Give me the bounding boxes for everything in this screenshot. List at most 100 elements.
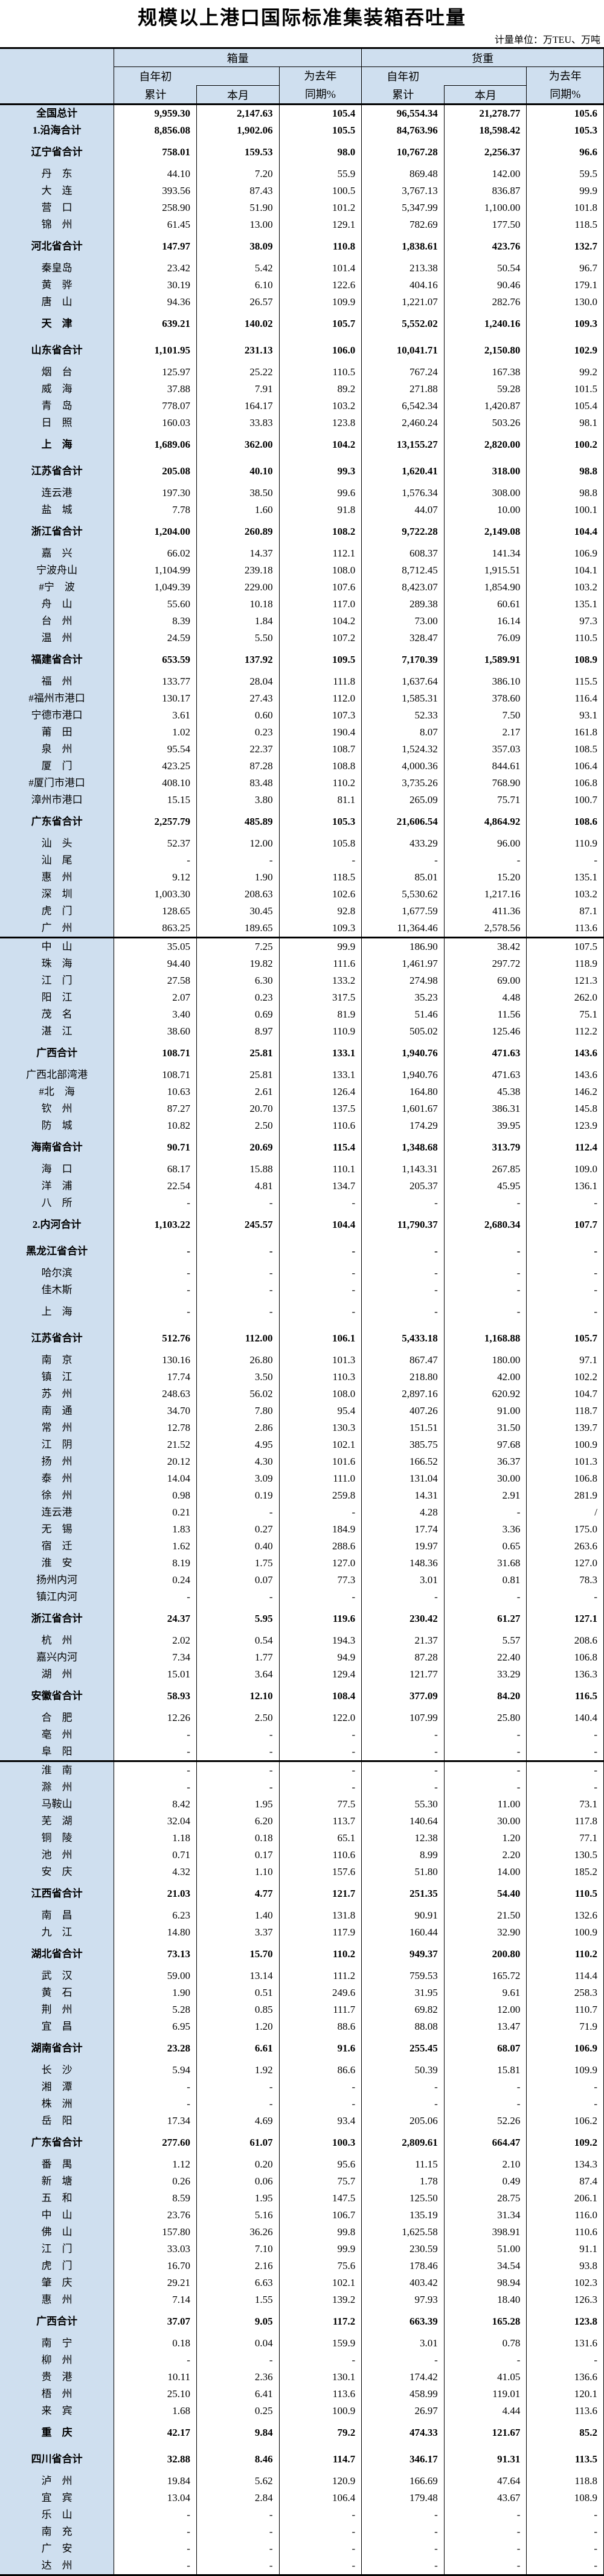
cell: 44.07 — [361, 502, 445, 519]
cell: 664.47 — [444, 2129, 527, 2157]
cell: 160.44 — [361, 1924, 445, 1942]
table-row: 广西北部湾港 108.71 25.81 133.1 1,940.76 471.63 143.… — [0, 1067, 604, 1084]
cell: 105.3 — [279, 809, 362, 836]
cell: - — [279, 2523, 362, 2541]
cell: 98.94 — [444, 2274, 527, 2292]
cell: 12.00 — [444, 2001, 527, 2019]
cell: 110.9 — [279, 1023, 362, 1041]
cell: - — [196, 1760, 280, 1780]
cell: 260.89 — [196, 518, 280, 546]
cell: 6.20 — [196, 1813, 280, 1830]
cell: 248.63 — [114, 1386, 197, 1403]
cell: - — [526, 1760, 604, 1780]
cell: - — [114, 2096, 197, 2113]
cell: - — [361, 2540, 445, 2558]
row-label: #宁 波 — [0, 579, 115, 596]
cell: 1,940.76 — [361, 1040, 445, 1067]
cell: 119.6 — [279, 1606, 362, 1633]
table-row: 台 州 8.39 1.84 104.2 73.00 16.14 97.3 — [0, 613, 604, 630]
cell: 132.6 — [526, 1907, 604, 1925]
table-row: 湘 潭------ — [0, 2079, 604, 2096]
cell: 218.80 — [361, 1369, 445, 1386]
cell: 129.1 — [279, 216, 362, 234]
box-month-header: 本月 — [196, 85, 279, 104]
cell: 78.3 — [526, 1572, 604, 1589]
cell: 21,606.54 — [361, 809, 445, 836]
cell: 32.90 — [444, 1924, 527, 1942]
cell: 200.80 — [444, 1941, 527, 1968]
cell: 92.8 — [279, 903, 362, 920]
cell: 239.18 — [196, 562, 280, 579]
cell: - — [526, 2557, 604, 2575]
cell: 31.50 — [444, 1419, 527, 1437]
table-row: 上 海------ — [0, 1299, 604, 1326]
cell: 75.1 — [526, 1006, 604, 1024]
cell: 1,101.95 — [114, 337, 197, 364]
cell: 386.10 — [444, 673, 527, 691]
cell: - — [361, 1743, 445, 1761]
cell: - — [526, 1238, 604, 1265]
cell: 36.37 — [444, 1453, 527, 1471]
table-row: 漳州市港口 15.15 3.80 81.1 265.09 75.71 100.7 — [0, 792, 604, 809]
cell: 18.40 — [444, 2291, 527, 2309]
row-label: 虎 门 — [0, 2258, 115, 2275]
cell: 262.0 — [526, 989, 604, 1007]
table-row: #北 海 10.63 2.61 126.4 164.80 45.38 146.2 — [0, 1083, 604, 1101]
cell: - — [526, 2079, 604, 2096]
cell: 2.36 — [196, 2369, 280, 2386]
cell: - — [196, 2523, 280, 2541]
cell: 6.95 — [114, 2018, 197, 2036]
cell: 6.41 — [196, 2386, 280, 2403]
cell: 117.2 — [279, 2308, 362, 2336]
cell: 87.28 — [361, 1649, 445, 1667]
cell: 10.63 — [114, 1083, 197, 1101]
cell: 41.05 — [444, 2369, 527, 2386]
cell: 14.80 — [114, 1924, 197, 1942]
cell: 38.60 — [114, 1023, 197, 1041]
cell: 24.59 — [114, 630, 197, 647]
table-row: 池 州 0.71 0.17 110.6 8.99 2.20 130.5 — [0, 1847, 604, 1864]
cell: - — [196, 2557, 280, 2575]
row-label: #北 海 — [0, 1083, 115, 1101]
row-label: 泸 州 — [0, 2473, 115, 2490]
cell: 33.03 — [114, 2241, 197, 2258]
cell: 37.07 — [114, 2308, 197, 2336]
cell: 836.87 — [444, 182, 527, 200]
table-row: 2.内河合计 1,103.22 245.57 104.4 11,790.37 2,680.… — [0, 1212, 604, 1239]
table-row: 汕 头 52.37 12.00 105.8 433.29 96.00 110.9 — [0, 835, 604, 853]
table-row: 辽宁省合计 758.01 159.53 98.0 10,767.28 2,256.37 96… — [0, 139, 604, 166]
cell: 134.7 — [279, 1178, 362, 1195]
cell: 7.25 — [196, 937, 280, 956]
table-row: #宁 波 1,049.39 229.00 107.6 8,423.07 1,854.90 1… — [0, 579, 604, 596]
cell: 2.50 — [196, 1117, 280, 1135]
table-row: 福 州 133.77 28.04 111.8 1,637.64 386.10 115.5 — [0, 673, 604, 691]
cell: - — [361, 2352, 445, 2369]
cell: - — [279, 1760, 362, 1780]
table-row: 重 庆 42.17 9.84 79.2 474.33 121.67 85.2 — [0, 2419, 604, 2447]
cell: 0.40 — [196, 1538, 280, 1555]
row-label: 浙江省合计 — [0, 1606, 115, 1633]
cell: 102.3 — [526, 2274, 604, 2292]
cell: - — [444, 1589, 527, 1606]
cell: 12.10 — [196, 1683, 280, 1710]
cell: 1,902.06 — [196, 122, 280, 140]
cell: 2.50 — [196, 1709, 280, 1727]
cell: 20.69 — [196, 1134, 280, 1161]
cell: - — [361, 1760, 445, 1780]
cell: 159.53 — [196, 139, 280, 166]
row-label: 黑龙江省合计 — [0, 1238, 115, 1265]
cell: 100.2 — [526, 431, 604, 459]
cell: 19.84 — [114, 2473, 197, 2490]
cell: 83.48 — [196, 775, 280, 792]
cell: / — [526, 1504, 604, 1522]
cell: 133.77 — [114, 673, 197, 691]
row-label: 佛 山 — [0, 2224, 115, 2241]
cell: 100.5 — [279, 182, 362, 200]
cell: 407.26 — [361, 1403, 445, 1420]
row-label: 肇 庆 — [0, 2274, 115, 2292]
cell: 3.64 — [196, 1666, 280, 1683]
cell: 95.4 — [279, 1403, 362, 1420]
table-row: 株 洲------ — [0, 2096, 604, 2113]
cell: - — [444, 1743, 527, 1761]
cell: 101.2 — [279, 199, 362, 217]
